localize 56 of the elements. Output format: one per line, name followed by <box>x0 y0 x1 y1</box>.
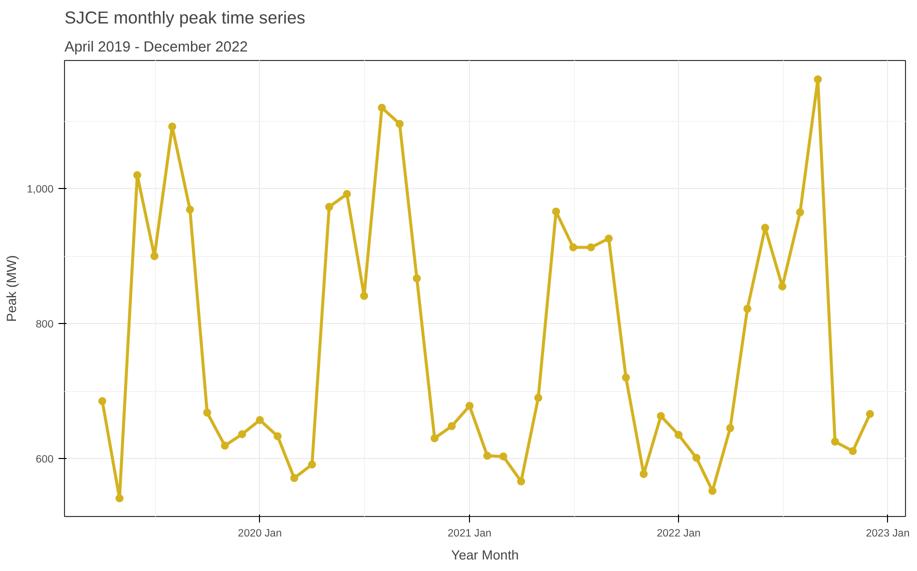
point <box>814 75 822 84</box>
point <box>499 452 508 460</box>
point <box>115 494 124 502</box>
y-tick-label: 800 <box>36 318 54 331</box>
point <box>796 208 804 216</box>
point <box>622 374 630 382</box>
point <box>168 122 176 131</box>
x-tick-label: 2022 Jan <box>656 528 701 540</box>
point <box>360 292 368 300</box>
point <box>238 430 246 438</box>
point <box>220 442 229 450</box>
point <box>586 243 595 252</box>
y-tick-label: 1,000 <box>26 184 54 196</box>
point <box>743 304 752 313</box>
point <box>517 477 526 486</box>
point <box>203 408 212 417</box>
point <box>308 460 316 469</box>
point <box>325 202 334 211</box>
y-axis-title: Peak (MW) <box>4 255 19 322</box>
point <box>848 447 857 456</box>
point <box>552 208 560 216</box>
point <box>378 104 386 112</box>
point <box>640 470 648 478</box>
point <box>866 410 874 418</box>
y-tick-label: 600 <box>36 453 54 466</box>
chart-subtitle: April 2019 - December 2022 <box>64 40 248 56</box>
chart-title: SJCE monthly peak time series <box>64 8 306 28</box>
point <box>274 432 282 440</box>
point <box>483 452 492 460</box>
point <box>692 454 700 462</box>
point <box>186 206 194 214</box>
x-tick-label: 2020 Jan <box>238 528 282 540</box>
point <box>534 394 542 402</box>
point <box>396 120 404 128</box>
point <box>448 422 456 430</box>
point <box>412 274 421 282</box>
x-axis-title: Year Month <box>451 548 519 562</box>
point <box>256 416 264 424</box>
point <box>761 224 770 232</box>
point <box>726 424 734 432</box>
point <box>569 243 578 252</box>
point <box>656 412 665 420</box>
point <box>150 252 158 260</box>
point <box>604 234 613 243</box>
point <box>778 282 786 290</box>
point <box>290 474 298 482</box>
point <box>466 402 474 410</box>
point <box>831 438 840 446</box>
point <box>430 434 439 442</box>
point <box>342 190 351 198</box>
x-tick-label: 2021 Jan <box>448 528 492 540</box>
point <box>674 430 683 439</box>
point <box>133 171 142 180</box>
point <box>708 486 716 495</box>
point <box>98 397 106 406</box>
x-tick-label: 2023 Jan <box>866 528 910 540</box>
